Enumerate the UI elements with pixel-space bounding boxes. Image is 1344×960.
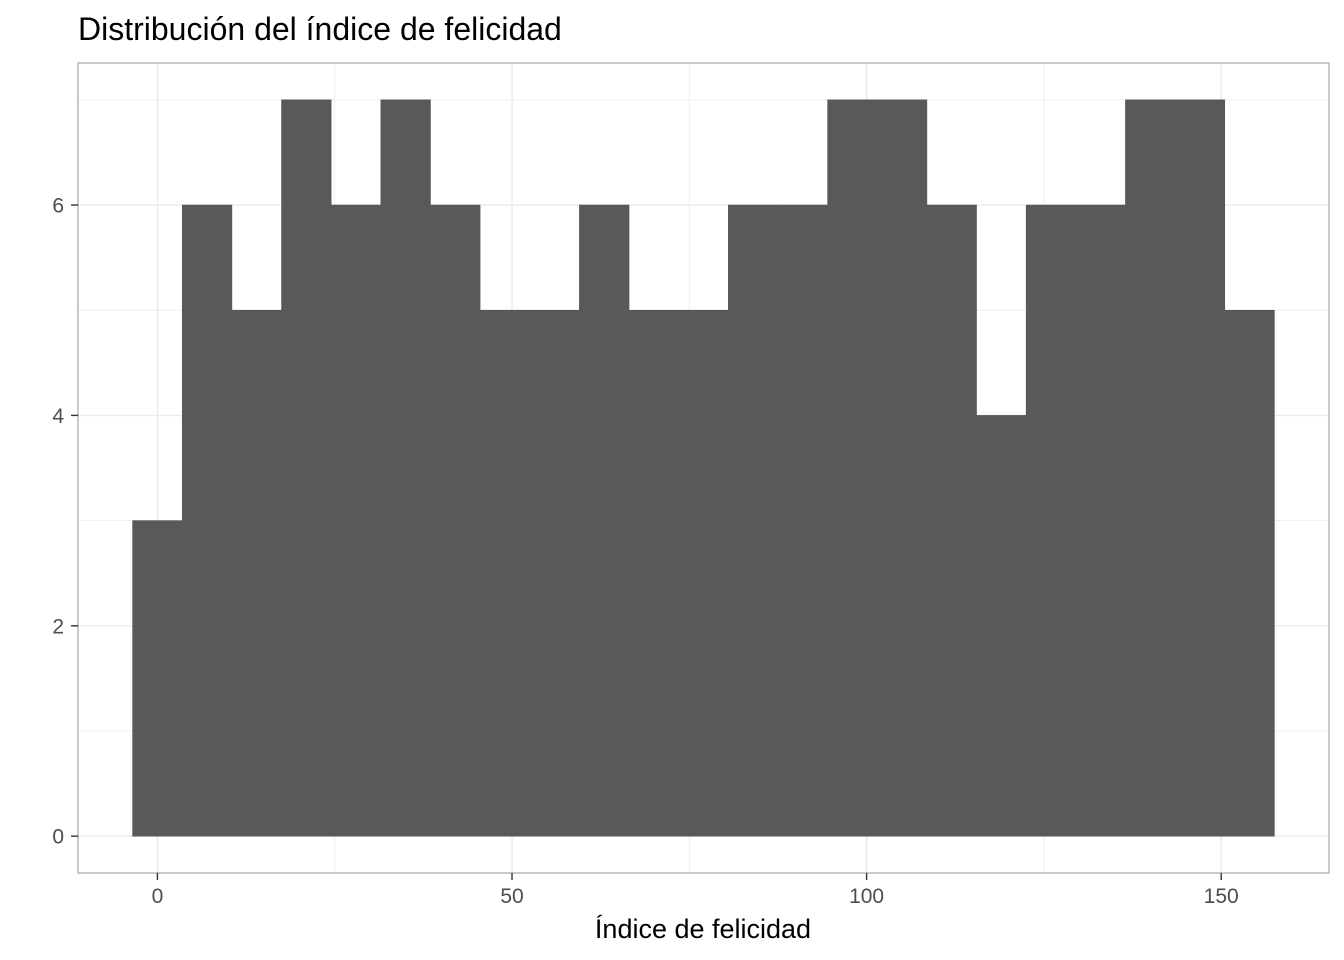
histogram-bar <box>330 204 382 837</box>
histogram-bar <box>876 99 928 837</box>
histogram-bar <box>479 309 531 837</box>
histogram-bar <box>1025 204 1077 837</box>
histogram-bar <box>579 204 630 837</box>
histogram-bar <box>1125 99 1176 837</box>
histogram-bar <box>430 204 481 837</box>
histogram-bar <box>827 99 878 837</box>
x-tick-label: 0 <box>152 885 164 908</box>
chart-title: Distribución del índice de felicidad <box>78 11 562 47</box>
y-tick-label: 6 <box>52 195 64 218</box>
x-tick-label: 150 <box>1204 885 1239 908</box>
panel-border <box>77 62 1330 874</box>
histogram-bar <box>181 204 233 837</box>
histogram-bar <box>281 99 332 837</box>
y-tick-label: 4 <box>52 405 64 428</box>
histogram-bars <box>132 99 1275 837</box>
histogram-bar <box>1174 99 1226 837</box>
y-tick-label: 2 <box>52 615 64 638</box>
x-axis-title: Índice de felicidad <box>595 914 811 944</box>
histogram-bar <box>380 99 431 837</box>
x-axis: 0 50 100 150 <box>152 873 1239 908</box>
histogram-bar <box>132 520 183 837</box>
histogram-bar <box>628 309 679 837</box>
histogram-bar <box>231 309 282 837</box>
y-tick-label: 0 <box>52 826 64 849</box>
x-tick-label: 50 <box>500 885 523 908</box>
histogram-bar <box>976 415 1027 837</box>
x-tick-label: 100 <box>849 885 884 908</box>
plot-panel <box>77 62 1330 874</box>
histogram-bar <box>1224 309 1275 837</box>
histogram-bar <box>777 204 828 837</box>
histogram-bar <box>926 204 977 837</box>
histogram-bar <box>678 309 729 837</box>
histogram-bar <box>1075 204 1126 837</box>
y-axis: 0 2 4 6 <box>52 195 78 849</box>
histogram-bar <box>529 309 580 837</box>
histogram-bar <box>728 204 779 837</box>
